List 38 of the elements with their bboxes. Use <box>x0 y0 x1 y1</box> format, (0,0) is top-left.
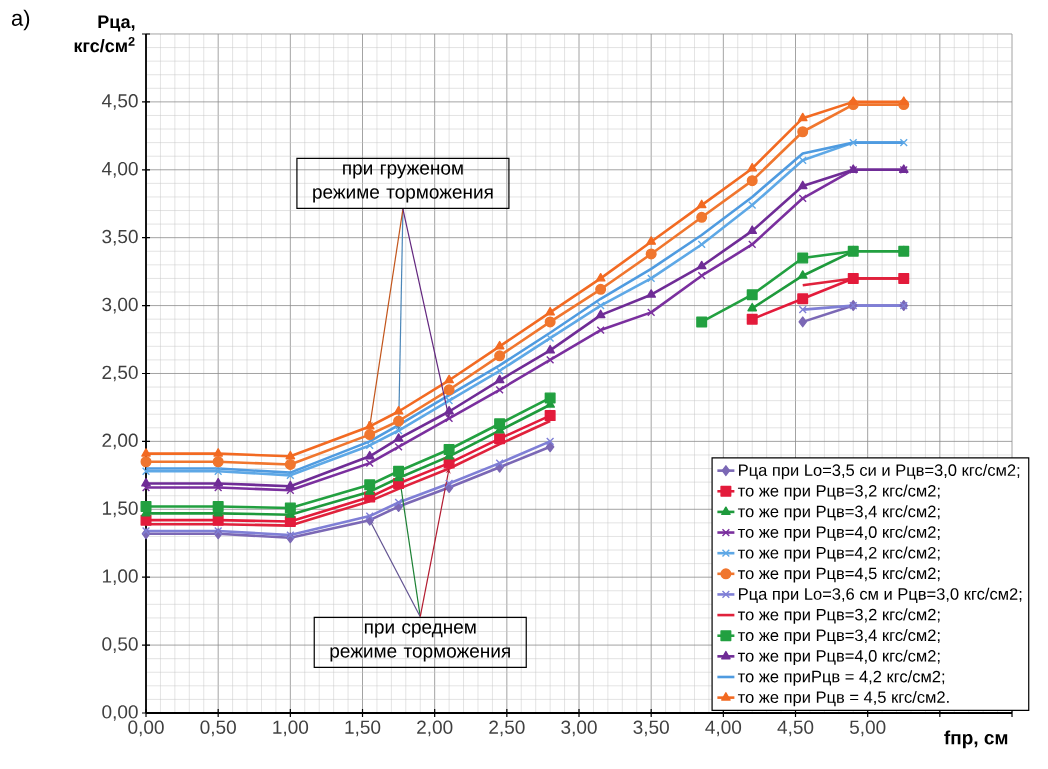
legend-label: то же при Рцв = 4,5 кгс/см2. <box>737 690 949 707</box>
y-axis-title: Рца, кгс/см$^{2}$ <box>74 15 135 53</box>
x-tick-label: 4,00 <box>705 720 742 737</box>
y-tick-label: 2,50 <box>102 365 138 382</box>
legend-label: то же при Рцв=4,0 кгс/см2; <box>737 525 940 542</box>
x-tick-label: 0,50 <box>200 720 236 737</box>
x-tick-label: 0,00 <box>128 720 164 737</box>
x-tick-label: 1,50 <box>345 720 381 737</box>
y-tick-label: 1,00 <box>102 569 138 586</box>
x-tick-label: 2,50 <box>489 720 525 737</box>
y-tick-label: 4,50 <box>101 94 138 110</box>
legend-label: то же при Рцв=3,4 кгс/см2; <box>737 505 940 521</box>
y-tick-label: 3,00 <box>102 297 138 314</box>
legend-label: то же приРцв = 4,2 кгс/см2; <box>737 670 945 686</box>
y-tick-label: 2,00 <box>102 433 138 450</box>
legend-label: то же при Рцв=3,2 кгс/см2; <box>737 608 940 624</box>
x-tick-label: 3,50 <box>633 720 669 737</box>
legend-label: то же при Рцв=4,0 кгс/см2; <box>737 649 940 666</box>
annotation: при груженом режиме торможения <box>313 164 493 203</box>
y-tick-label: 1,50 <box>102 501 138 518</box>
y-tick-label: 0,50 <box>102 637 138 653</box>
y-tick-label: 3,50 <box>102 229 138 246</box>
legend-label: то же при Рцв=4,5 кгс/см2; <box>737 567 940 583</box>
annotation: при среднем режиме торможения <box>330 623 510 662</box>
y-tick-label: 0,00 <box>102 705 138 721</box>
x-tick-label: 2,00 <box>417 720 453 737</box>
legend-label: Рца при Lo=3,5 си и Рцв=3,0 кгс/см2; <box>739 463 1020 480</box>
x-tick-label: 3,00 <box>561 720 597 737</box>
x-axis-title: fпр, см <box>944 730 1008 749</box>
y-tick-label: 4,00 <box>101 161 138 178</box>
legend-label: Рца при Lo=3,6 см и Рцв=3,0 кгс/см2; <box>739 587 1022 604</box>
x-tick-label: 5,00 <box>849 720 886 737</box>
chart-title: а) <box>11 9 30 31</box>
legend-label: то же при Рцв=3,2 кгс/см2; <box>737 484 940 500</box>
x-tick-label: 4,50 <box>777 720 814 737</box>
x-tick-label: 1,00 <box>273 720 309 737</box>
legend-label: то же при Рцв=4,2 кгс/см2; <box>737 546 940 562</box>
legend-label: то же при Рцв=3,4 кгс/см2; <box>737 629 940 645</box>
